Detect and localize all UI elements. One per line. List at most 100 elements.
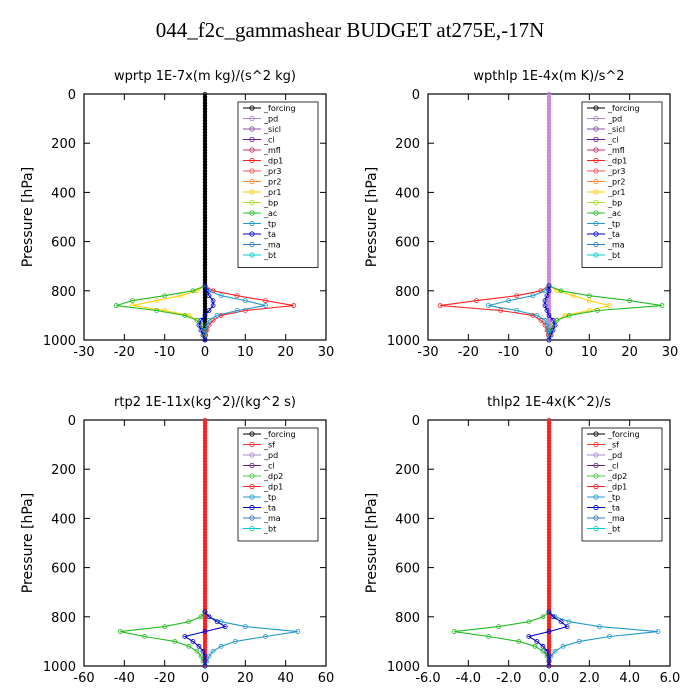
legend-label: _pd	[607, 115, 622, 124]
zero-profile-marker	[546, 453, 552, 458]
zero-profile-marker	[546, 186, 552, 191]
zero-profile-marker	[546, 153, 552, 159]
zero-profile-marker	[546, 574, 552, 579]
zero-profile-marker	[546, 180, 552, 185]
zero-profile-marker	[202, 251, 208, 256]
legend-marker	[593, 494, 599, 500]
legend-marker	[249, 452, 255, 458]
zero-profile-marker	[546, 506, 552, 511]
zero-profile-marker	[202, 420, 208, 426]
zero-profile-marker	[202, 109, 208, 114]
zero-profile-marker	[202, 591, 208, 597]
legend-marker	[593, 252, 599, 258]
zero-profile-marker	[546, 624, 552, 629]
legend-label: _ma	[607, 514, 625, 523]
zero-profile-marker	[202, 453, 208, 458]
legend-box	[237, 101, 319, 268]
x-tick-label: 0	[545, 345, 553, 360]
zero-profile-marker	[546, 147, 552, 153]
zero-profile-marker	[202, 503, 208, 508]
zero-profile-marker	[202, 562, 208, 567]
zero-profile-marker	[546, 209, 552, 215]
legend-marker	[593, 105, 599, 111]
zero-profile-marker	[202, 450, 208, 455]
zero-profile-marker	[202, 438, 208, 443]
series-point	[182, 312, 188, 318]
series-point	[550, 327, 556, 333]
x-tick-label: -10	[498, 345, 519, 360]
zero-profile-marker	[202, 639, 208, 644]
series-point	[514, 308, 520, 313]
zero-profile-marker	[546, 245, 552, 250]
zero-profile-marker	[202, 124, 208, 129]
zero-profile-marker	[546, 106, 552, 111]
series-point	[113, 303, 119, 308]
x-tick-label: 0	[201, 671, 209, 686]
series-point	[546, 629, 552, 634]
zero-profile-marker	[202, 462, 208, 467]
series-point	[542, 317, 548, 323]
zero-profile-marker	[546, 112, 552, 117]
x-tick-label: -40	[114, 671, 135, 686]
zero-profile-marker	[546, 550, 552, 556]
zero-profile-marker	[202, 153, 208, 159]
zero-profile-marker	[202, 174, 208, 179]
legend-marker	[593, 462, 599, 469]
series-point	[186, 643, 192, 649]
zero-profile-marker	[202, 112, 208, 117]
zero-profile-marker	[546, 503, 552, 508]
x-tick-label: -6.0	[415, 671, 440, 686]
x-tick-label: 4.0	[619, 671, 640, 686]
legend-marker	[249, 441, 255, 448]
x-tick-label: -20	[154, 671, 175, 686]
y-tick-label: 800	[51, 285, 76, 300]
zero-profile-marker	[202, 459, 208, 464]
zero-profile-marker	[546, 206, 552, 212]
panel-title: wprtp 1E-7x(m kg)/(s^2 kg)	[114, 69, 296, 84]
zero-profile-marker	[546, 606, 552, 612]
series-point	[540, 643, 546, 649]
legend-label: _mfl	[607, 146, 625, 155]
legend-label: _cl	[263, 136, 275, 145]
legend-marker	[249, 431, 255, 437]
series-point	[186, 619, 192, 625]
legend-marker	[249, 136, 255, 143]
zero-profile-marker	[546, 168, 552, 173]
zero-profile-marker	[202, 535, 208, 541]
zero-profile-marker	[546, 141, 552, 147]
zero-profile-marker	[202, 245, 208, 250]
legend-box	[581, 101, 663, 268]
series-point	[540, 614, 546, 620]
zero-profile-marker	[546, 491, 552, 496]
legend-label: _ma	[263, 241, 281, 250]
zero-profile-marker	[202, 106, 208, 111]
series-point	[542, 303, 548, 308]
legend-label: _bt	[607, 525, 620, 534]
legend-label: _forcing	[263, 430, 296, 439]
zero-profile-marker	[202, 206, 208, 212]
legend-marker	[249, 126, 255, 132]
panel-title: thlp2 1E-4x(K^2)/s	[487, 395, 611, 410]
zero-profile-marker	[202, 589, 208, 594]
series-point	[437, 303, 443, 308]
zero-profile-marker	[546, 529, 552, 535]
legend-marker	[593, 157, 599, 164]
zero-profile-marker	[202, 600, 208, 606]
legend-marker	[593, 189, 599, 195]
legend-marker	[593, 115, 599, 122]
series-point	[200, 332, 206, 338]
legend-label: _bp	[607, 199, 622, 208]
series-point	[206, 317, 212, 323]
series-point	[542, 298, 548, 304]
zero-profile-marker	[202, 150, 208, 156]
zero-profile-marker	[202, 304, 208, 309]
zero-profile-marker	[202, 195, 208, 200]
zero-profile-marker	[546, 136, 552, 141]
zero-profile-marker	[202, 292, 208, 297]
legend-marker	[593, 525, 599, 532]
zero-profile-marker	[202, 130, 208, 135]
zero-profile-marker	[546, 482, 552, 488]
page-title: 044_f2c_gammashear BUDGET at275E,-17N	[155, 18, 545, 42]
zero-profile-marker	[546, 198, 552, 203]
